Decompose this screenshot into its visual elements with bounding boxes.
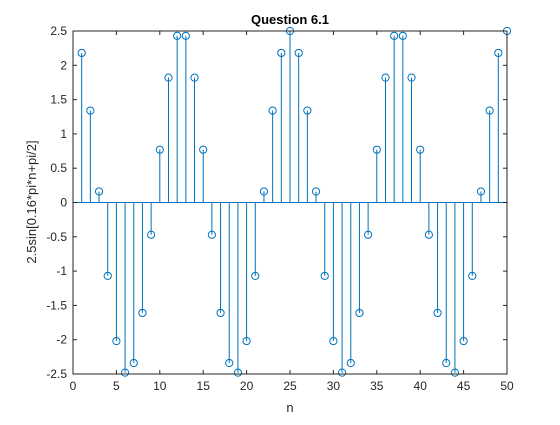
stem-marker — [173, 31, 182, 40]
stem-marker — [364, 230, 373, 239]
stem-marker — [268, 106, 277, 115]
stem-marker — [494, 48, 503, 58]
stem-marker — [138, 308, 147, 318]
x-tick-label: 50 — [500, 379, 514, 393]
x-tick-label: 5 — [113, 379, 120, 393]
stem-marker — [251, 271, 260, 281]
y-tick-label: 0.5 — [50, 161, 67, 175]
x-tick-label: 45 — [457, 379, 471, 393]
stem-marker — [476, 187, 486, 196]
stem-marker — [147, 230, 156, 239]
y-tick-label: -1.5 — [46, 298, 67, 312]
stem-marker — [190, 73, 199, 82]
x-tick-label: 20 — [240, 379, 254, 393]
stems-layer — [81, 31, 508, 373]
stem-marker — [259, 187, 269, 196]
x-tick-label: 30 — [327, 379, 341, 393]
stem-marker — [398, 31, 407, 40]
y-tick-label: -2.5 — [46, 367, 67, 381]
x-axis-label: n — [286, 400, 293, 415]
stem-marker — [329, 336, 338, 346]
stem-marker — [450, 368, 460, 377]
x-tick-label: 35 — [370, 379, 384, 393]
stem-marker — [129, 358, 138, 368]
stem-marker — [120, 368, 130, 377]
stem-marker — [320, 271, 329, 281]
x-tick-label: 40 — [414, 379, 428, 393]
stem-marker — [424, 230, 433, 239]
stem-marker — [416, 145, 425, 154]
stem-marker — [381, 73, 390, 82]
axes-box — [72, 30, 508, 375]
y-tick-label: -2 — [56, 333, 67, 347]
stem-marker — [294, 48, 303, 58]
stem-marker — [355, 308, 364, 318]
x-tick-label: 15 — [197, 379, 211, 393]
stem-marker — [94, 187, 104, 196]
stem-marker — [242, 336, 251, 346]
stem-marker — [233, 368, 243, 377]
y-tick-label: -1 — [56, 264, 67, 278]
chart-title: Question 6.1 — [251, 12, 329, 27]
x-tick-label: 25 — [283, 379, 297, 393]
stem-marker — [337, 368, 347, 377]
x-tick-labels: 0 5 10 15 20 25 30 35 40 45 50 — [70, 379, 514, 393]
stem-marker — [442, 358, 451, 368]
stem-marker — [346, 358, 355, 368]
y-tick-label: 1 — [60, 127, 67, 141]
stem-marker — [303, 106, 312, 115]
stem-marker — [225, 358, 234, 368]
x-tick-label: 10 — [153, 379, 167, 393]
y-tick-label: 1.5 — [50, 93, 67, 107]
stem-marker — [277, 48, 286, 58]
y-tick-label: -0.5 — [46, 230, 67, 244]
stem-marker — [112, 336, 121, 346]
stem-marker — [390, 31, 399, 40]
y-tick-label: 2 — [60, 58, 67, 72]
y-axis-label: 2.5sin[0.16*pi*n+pi/2] — [24, 140, 39, 263]
stem-marker — [103, 271, 112, 281]
stem-marker — [468, 271, 477, 281]
stem-marker — [216, 308, 225, 318]
stem-marker — [181, 31, 190, 40]
stem-marker — [199, 145, 208, 154]
stem-marker — [155, 145, 164, 154]
stem-marker — [372, 145, 381, 154]
stem-marker — [433, 308, 442, 318]
y-tick-label: 0 — [60, 196, 67, 210]
stem-marker — [86, 106, 95, 115]
markers-layer — [77, 26, 512, 377]
stem-marker — [459, 336, 468, 346]
x-tick-label: 0 — [70, 379, 77, 393]
y-tick-labels: -2.5 -2 -1.5 -1 -0.5 0 0.5 1 1.5 2 2.5 — [46, 24, 67, 381]
stem-marker — [407, 73, 416, 82]
stem-marker — [77, 48, 86, 58]
stem-marker — [311, 187, 321, 196]
stem-marker — [207, 230, 216, 239]
stem-marker — [164, 73, 173, 82]
y-tick-label: 2.5 — [50, 24, 67, 38]
stem-marker — [485, 106, 494, 115]
